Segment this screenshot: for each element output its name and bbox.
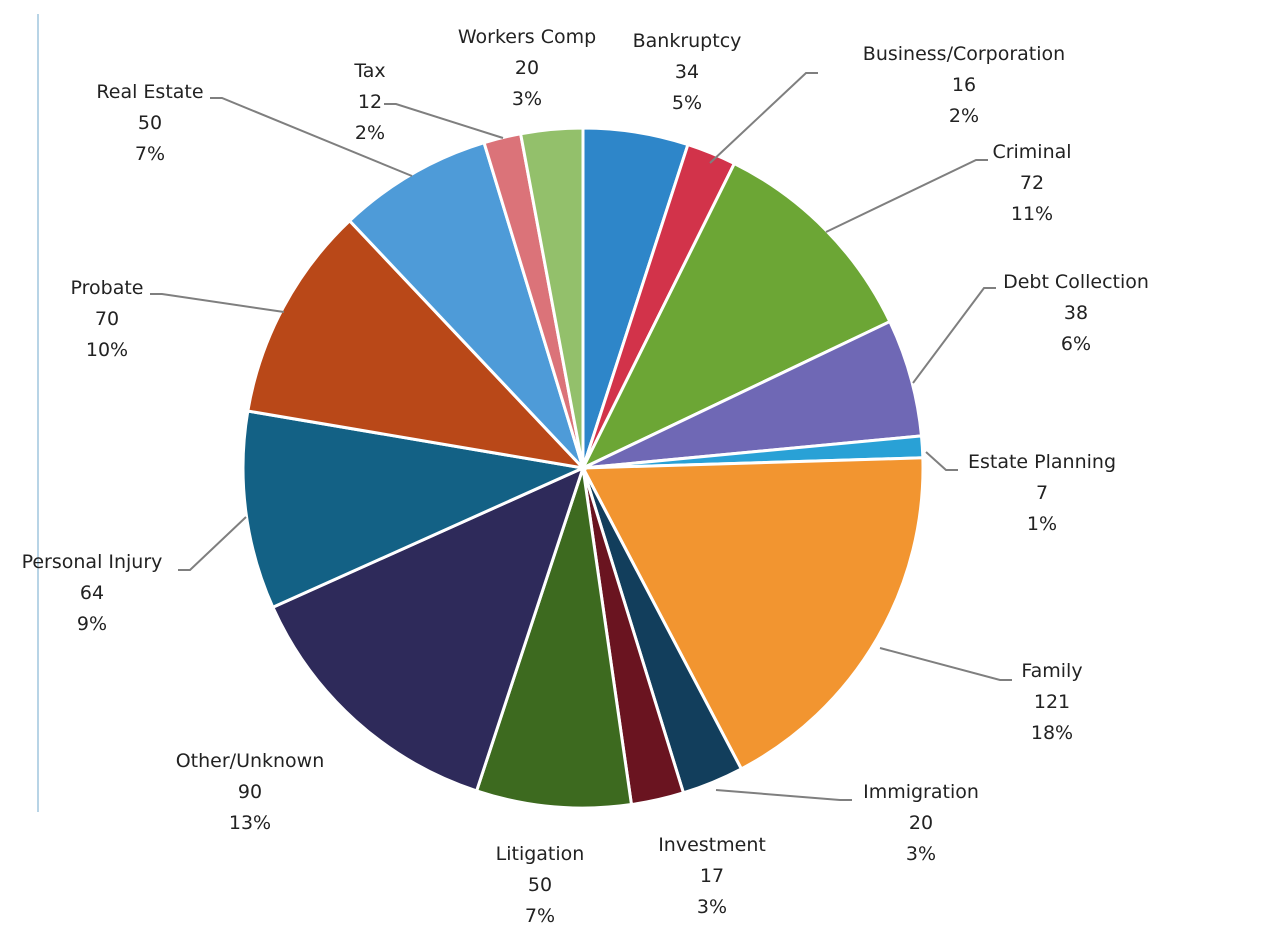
label-value: 50	[528, 874, 552, 896]
leader-line	[925, 451, 958, 471]
label-value: 12	[358, 91, 382, 113]
label-percent: 2%	[355, 122, 385, 144]
label-value: 64	[80, 582, 104, 604]
data-label: Criminal 72 11%	[992, 141, 1071, 225]
label-value: 121	[1034, 691, 1070, 713]
label-percent: 3%	[906, 843, 936, 865]
pie-slice-family	[580, 456, 925, 771]
pie-slice-other-unknown	[270, 465, 586, 793]
label-percent: 9%	[77, 613, 107, 635]
pie-slice-personal-injury	[241, 409, 589, 610]
label-category: Tax	[353, 60, 385, 82]
label-category: Workers Comp	[458, 26, 596, 48]
leader-line	[879, 647, 1012, 681]
label-percent: 18%	[1031, 722, 1073, 744]
label-percent: 13%	[229, 812, 271, 834]
label-value: 72	[1020, 172, 1044, 194]
label-percent: 7%	[525, 905, 555, 927]
label-percent: 5%	[672, 92, 702, 114]
label-category: Litigation	[496, 843, 585, 865]
data-label: Bankruptcy 34 5%	[633, 30, 742, 114]
data-label: Family 121 18%	[1021, 660, 1082, 744]
data-label: Workers Comp 20 3%	[458, 26, 596, 110]
label-value: 90	[238, 781, 262, 803]
label-category: Investment	[658, 834, 766, 856]
label-percent: 2%	[949, 105, 979, 127]
label-value: 50	[138, 112, 162, 134]
pie-slice-litigation	[474, 467, 634, 810]
label-category: Criminal	[992, 141, 1071, 163]
label-value: 34	[675, 61, 699, 83]
pie-slice-probate	[246, 218, 588, 471]
data-label: Debt Collection 38 6%	[1003, 271, 1149, 355]
data-label: Probate 70 10%	[71, 277, 144, 361]
label-percent: 3%	[697, 896, 727, 918]
data-label: Personal Injury 64 9%	[22, 551, 163, 635]
leader-line	[150, 293, 285, 313]
label-category: Other/Unknown	[176, 750, 325, 772]
label-category: Family	[1021, 660, 1082, 682]
data-label: Tax 12 2%	[353, 60, 385, 144]
label-category: Immigration	[863, 781, 979, 803]
label-percent: 3%	[512, 88, 542, 110]
data-label: Real Estate 50 7%	[96, 81, 203, 165]
leader-line	[210, 97, 413, 177]
label-category: Real Estate	[96, 81, 203, 103]
label-category: Bankruptcy	[633, 30, 742, 52]
data-label: Investment 17 3%	[658, 834, 766, 918]
label-category: Personal Injury	[22, 551, 163, 573]
label-value: 17	[700, 865, 724, 887]
label-category: Debt Collection	[1003, 271, 1149, 293]
label-percent: 11%	[1011, 203, 1053, 225]
data-label: Litigation 50 7%	[496, 843, 585, 927]
label-percent: 7%	[135, 143, 165, 165]
leader-line	[709, 72, 818, 164]
leader-line	[715, 789, 852, 801]
data-label: Estate Planning 7 1%	[968, 451, 1116, 535]
label-value: 16	[952, 74, 976, 96]
leader-line	[384, 103, 504, 139]
leader-line	[178, 516, 247, 571]
label-value: 7	[1036, 482, 1048, 504]
label-category: Estate Planning	[968, 451, 1116, 473]
pie-slice-workers-comp	[518, 126, 585, 469]
leader-line	[912, 287, 996, 384]
label-percent: 6%	[1061, 333, 1091, 355]
label-value: 70	[95, 308, 119, 330]
data-label: Immigration 20 3%	[863, 781, 979, 865]
leader-line	[825, 159, 988, 233]
data-label: Business/Corporation 16 2%	[863, 43, 1065, 127]
pie-slice-criminal	[579, 161, 892, 472]
label-value: 20	[515, 57, 539, 79]
pie-slice-real-estate	[347, 140, 585, 470]
label-percent: 10%	[86, 339, 128, 361]
label-category: Probate	[71, 277, 144, 299]
label-value: 20	[909, 812, 933, 834]
label-category: Business/Corporation	[863, 43, 1065, 65]
data-label: Other/Unknown 90 13%	[176, 750, 325, 834]
label-value: 38	[1064, 302, 1088, 324]
label-percent: 1%	[1027, 513, 1057, 535]
